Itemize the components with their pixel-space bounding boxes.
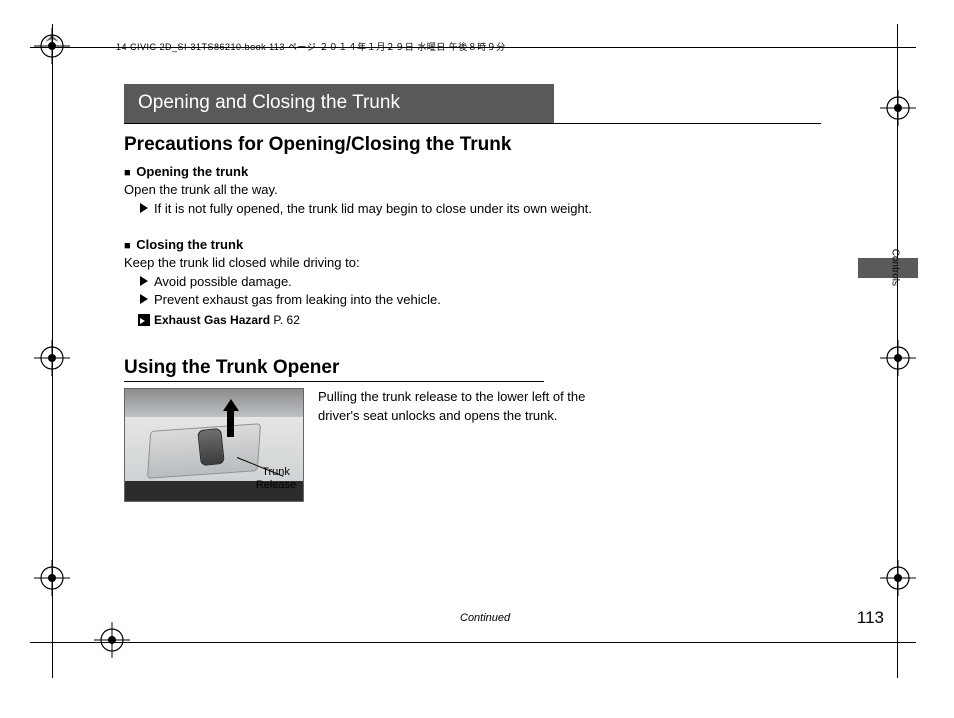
closing-bullet-2: Prevent exhaust gas from leaking into th…	[124, 291, 824, 310]
section-heading-precautions: Precautions for Opening/Closing the Trun…	[124, 134, 824, 156]
thumb-tab-label: Controls	[889, 249, 900, 286]
closing-bullet-1: Avoid possible damage.	[124, 273, 824, 292]
registration-mark-icon	[880, 340, 916, 376]
registration-mark-icon	[880, 90, 916, 126]
closing-bullet-2-text: Prevent exhaust gas from leaking into th…	[154, 292, 441, 307]
opening-bullet-text: If it is not fully opened, the trunk lid…	[154, 201, 592, 216]
subheading-closing-text: Closing the trunk	[136, 237, 243, 252]
closing-bullet-1-text: Avoid possible damage.	[154, 274, 292, 289]
registration-mark-icon	[880, 560, 916, 596]
trunk-release-figure: Trunk Release	[124, 388, 304, 502]
figure-callout-label: Trunk Release	[250, 466, 302, 492]
content-area: Opening and Closing the Trunk Precaution…	[124, 84, 824, 502]
continued-indicator: Continued	[460, 612, 510, 624]
chapter-title-bar: Opening and Closing the Trunk	[124, 84, 554, 124]
cross-reference: Exhaust Gas Hazard P. 62	[124, 313, 824, 327]
opener-row: Trunk Release Pulling the trunk release …	[124, 388, 824, 502]
crop-rule-bottom	[30, 642, 916, 643]
opening-body: Open the trunk all the way.	[124, 181, 824, 200]
print-file-header: 14 CIVIC 2D_SI-31TS86210.book 113 ページ ２０…	[116, 40, 506, 53]
figure-label-l2: Release	[250, 479, 302, 492]
subheading-opening: ■ Opening the trunk	[124, 164, 824, 179]
up-arrow-icon	[223, 399, 239, 437]
registration-mark-icon	[94, 622, 130, 658]
xref-page: P. 62	[273, 313, 299, 327]
figure-lever	[197, 428, 225, 466]
manual-page: 14 CIVIC 2D_SI-31TS86210.book 113 ページ ２０…	[0, 0, 954, 718]
xref-arrow-icon	[138, 314, 150, 326]
subheading-closing: ■ Closing the trunk	[124, 237, 824, 252]
page-number: 113	[857, 608, 884, 628]
triangle-bullet-icon	[140, 203, 148, 213]
square-bullet-icon: ■	[124, 167, 131, 179]
crop-rule-left	[52, 24, 53, 678]
xref-label: Exhaust Gas Hazard	[154, 313, 270, 327]
square-bullet-icon: ■	[124, 240, 131, 252]
triangle-bullet-icon	[140, 294, 148, 304]
closing-body: Keep the trunk lid closed while driving …	[124, 254, 824, 273]
section-heading-opener: Using the Trunk Opener	[124, 357, 824, 379]
opener-body-text: Pulling the trunk release to the lower l…	[318, 388, 628, 426]
triangle-bullet-icon	[140, 276, 148, 286]
opening-bullet: If it is not fully opened, the trunk lid…	[124, 200, 824, 219]
chapter-rule	[124, 123, 821, 124]
subheading-opening-text: Opening the trunk	[136, 164, 248, 179]
thumb-tab-block	[858, 258, 918, 278]
figure-label-l1: Trunk	[250, 466, 302, 479]
section-rule	[124, 381, 544, 382]
crop-rule-right	[897, 24, 898, 678]
